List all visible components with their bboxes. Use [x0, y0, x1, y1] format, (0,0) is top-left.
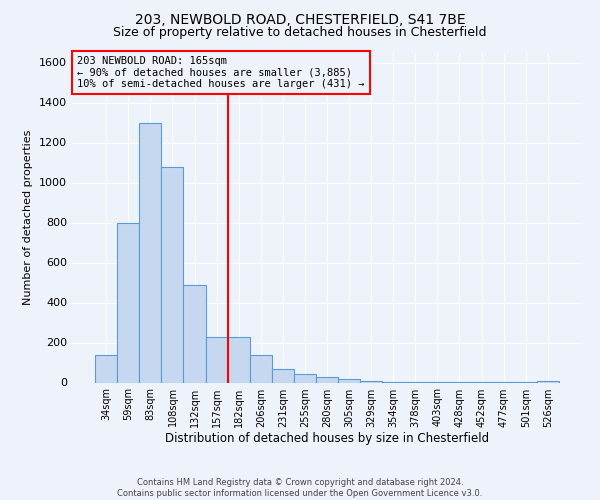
- Bar: [95, 354, 117, 382]
- Bar: [117, 222, 139, 382]
- Bar: [206, 336, 227, 382]
- Bar: [184, 284, 206, 382]
- Text: 203 NEWBOLD ROAD: 165sqm
← 90% of detached houses are smaller (3,885)
10% of sem: 203 NEWBOLD ROAD: 165sqm ← 90% of detach…: [77, 56, 365, 89]
- Bar: [338, 378, 360, 382]
- Text: 203, NEWBOLD ROAD, CHESTERFIELD, S41 7BE: 203, NEWBOLD ROAD, CHESTERFIELD, S41 7BE: [134, 12, 466, 26]
- Bar: [537, 381, 559, 382]
- Bar: [272, 368, 294, 382]
- Y-axis label: Number of detached properties: Number of detached properties: [23, 130, 34, 305]
- Bar: [250, 354, 272, 382]
- Text: Size of property relative to detached houses in Chesterfield: Size of property relative to detached ho…: [113, 26, 487, 39]
- Text: Contains HM Land Registry data © Crown copyright and database right 2024.
Contai: Contains HM Land Registry data © Crown c…: [118, 478, 482, 498]
- Bar: [294, 374, 316, 382]
- Bar: [161, 166, 184, 382]
- Bar: [139, 122, 161, 382]
- Bar: [316, 376, 338, 382]
- X-axis label: Distribution of detached houses by size in Chesterfield: Distribution of detached houses by size …: [165, 432, 489, 446]
- Bar: [227, 336, 250, 382]
- Bar: [360, 380, 382, 382]
